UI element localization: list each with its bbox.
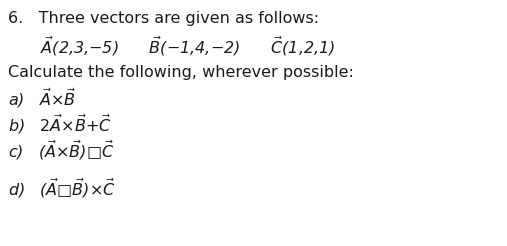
Text: b)   $2\vec{A}$×$\vec{B}$+$\vec{C}$: b) $2\vec{A}$×$\vec{B}$+$\vec{C}$ <box>8 112 112 136</box>
Text: c)   ($\vec{A}$×$\vec{B}$)□$\vec{C}$: c) ($\vec{A}$×$\vec{B}$)□$\vec{C}$ <box>8 138 115 162</box>
Text: Calculate the following, wherever possible:: Calculate the following, wherever possib… <box>8 64 354 79</box>
Text: $\vec{A}$(2,3,−5)      $\vec{B}$(−1,4,−2)      $\vec{C}$(1,2,1): $\vec{A}$(2,3,−5) $\vec{B}$(−1,4,−2) $\v… <box>40 34 335 58</box>
Text: 6.   Three vectors are given as follows:: 6. Three vectors are given as follows: <box>8 11 319 26</box>
Text: d)   ($\vec{A}$□$\vec{B}$)×$\vec{C}$: d) ($\vec{A}$□$\vec{B}$)×$\vec{C}$ <box>8 176 116 200</box>
Text: a)   $\vec{A}$×$\vec{B}$: a) $\vec{A}$×$\vec{B}$ <box>8 86 77 110</box>
